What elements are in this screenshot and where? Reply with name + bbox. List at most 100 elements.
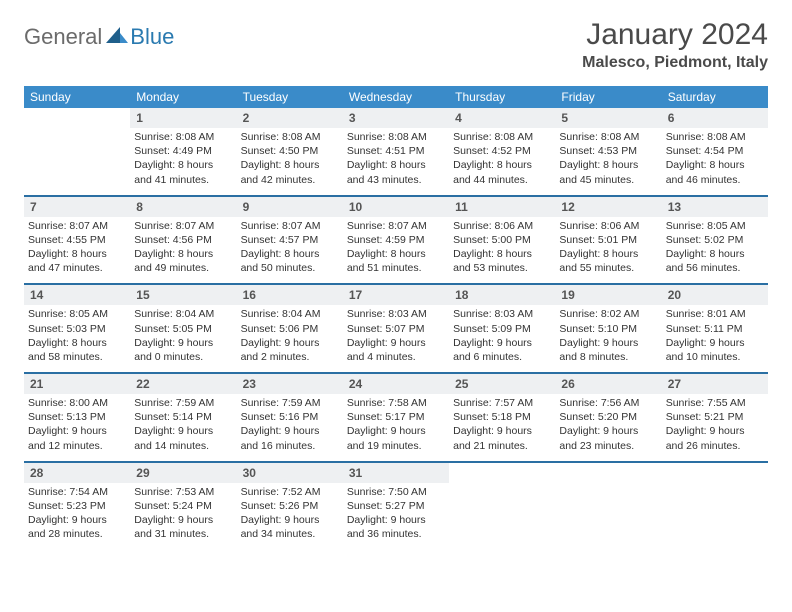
- day-info-line: Sunrise: 8:01 AM: [666, 307, 764, 321]
- day-number-cell: 3: [343, 108, 449, 128]
- day-info-cell: Sunrise: 8:08 AMSunset: 4:54 PMDaylight:…: [662, 128, 768, 196]
- day-info-cell: Sunrise: 8:08 AMSunset: 4:49 PMDaylight:…: [130, 128, 236, 196]
- day-info-line: and 2 minutes.: [241, 350, 339, 364]
- day-number-cell: 14: [24, 285, 130, 305]
- day-number-cell: 21: [24, 374, 130, 394]
- day-info-line: Sunset: 4:56 PM: [134, 233, 232, 247]
- day-info-line: Daylight: 9 hours: [134, 513, 232, 527]
- day-info-line: Sunrise: 8:02 AM: [559, 307, 657, 321]
- location-text: Malesco, Piedmont, Italy: [582, 54, 768, 72]
- day-info-line: Sunrise: 8:08 AM: [666, 130, 764, 144]
- calendar-table: Sunday Monday Tuesday Wednesday Thursday…: [24, 86, 768, 549]
- day-info-line: Sunset: 5:27 PM: [347, 499, 445, 513]
- day-info-line: and 43 minutes.: [347, 173, 445, 187]
- day-info-line: Sunset: 4:51 PM: [347, 144, 445, 158]
- day-info-line: and 4 minutes.: [347, 350, 445, 364]
- day-info-line: Sunrise: 7:58 AM: [347, 396, 445, 410]
- day-info-line: and 34 minutes.: [241, 527, 339, 541]
- day-info-line: Sunrise: 8:08 AM: [241, 130, 339, 144]
- day-info-line: Sunset: 5:01 PM: [559, 233, 657, 247]
- day-info-line: and 47 minutes.: [28, 261, 126, 275]
- day-info-line: and 12 minutes.: [28, 439, 126, 453]
- day-info-line: Daylight: 8 hours: [347, 158, 445, 172]
- month-title: January 2024: [582, 18, 768, 52]
- day-info-line: Daylight: 8 hours: [347, 247, 445, 261]
- day-number-cell: 11: [449, 197, 555, 217]
- day-number-cell: 1: [130, 108, 236, 128]
- day-info-line: Daylight: 9 hours: [453, 336, 551, 350]
- day-info-line: Sunrise: 8:05 AM: [666, 219, 764, 233]
- day-info-cell: [555, 483, 661, 550]
- day-info-line: Sunrise: 7:50 AM: [347, 485, 445, 499]
- day-info-line: Sunset: 4:53 PM: [559, 144, 657, 158]
- day-info-line: Daylight: 9 hours: [241, 336, 339, 350]
- day-info-line: Daylight: 9 hours: [453, 424, 551, 438]
- day-info-line: and 31 minutes.: [134, 527, 232, 541]
- day-number-cell: 23: [237, 374, 343, 394]
- day-info-cell: Sunrise: 7:59 AMSunset: 5:16 PMDaylight:…: [237, 394, 343, 462]
- day-info-line: Sunrise: 8:07 AM: [28, 219, 126, 233]
- logo: General Blue: [24, 18, 174, 50]
- day-info-line: Sunrise: 7:59 AM: [241, 396, 339, 410]
- day-info-cell: [24, 128, 130, 196]
- day-number-cell: 28: [24, 463, 130, 483]
- day-info-line: Daylight: 9 hours: [666, 424, 764, 438]
- day-info-cell: Sunrise: 8:08 AMSunset: 4:50 PMDaylight:…: [237, 128, 343, 196]
- day-info-cell: Sunrise: 8:07 AMSunset: 4:59 PMDaylight:…: [343, 217, 449, 285]
- day-info-cell: Sunrise: 8:06 AMSunset: 5:01 PMDaylight:…: [555, 217, 661, 285]
- day-info-line: Daylight: 9 hours: [666, 336, 764, 350]
- calendar-body: 123456Sunrise: 8:08 AMSunset: 4:49 PMDay…: [24, 108, 768, 549]
- day-number-cell: 6: [662, 108, 768, 128]
- dow-saturday: Saturday: [662, 86, 768, 108]
- day-info-line: Daylight: 8 hours: [666, 158, 764, 172]
- day-info-line: Sunrise: 7:54 AM: [28, 485, 126, 499]
- day-info-cell: Sunrise: 8:04 AMSunset: 5:06 PMDaylight:…: [237, 305, 343, 373]
- day-info-line: Sunrise: 8:06 AM: [453, 219, 551, 233]
- day-number-cell: 24: [343, 374, 449, 394]
- day-info-line: and 46 minutes.: [666, 173, 764, 187]
- day-number-cell: 27: [662, 374, 768, 394]
- day-info-line: Sunset: 5:21 PM: [666, 410, 764, 424]
- day-info-line: Sunset: 5:17 PM: [347, 410, 445, 424]
- day-info-line: Sunset: 4:55 PM: [28, 233, 126, 247]
- day-info-cell: Sunrise: 8:00 AMSunset: 5:13 PMDaylight:…: [24, 394, 130, 462]
- day-info-line: Daylight: 9 hours: [347, 513, 445, 527]
- day-info-line: Sunset: 4:49 PM: [134, 144, 232, 158]
- day-info-line: Daylight: 9 hours: [134, 424, 232, 438]
- day-info-line: and 50 minutes.: [241, 261, 339, 275]
- day-info-line: Daylight: 9 hours: [347, 336, 445, 350]
- day-info-line: Sunset: 5:05 PM: [134, 322, 232, 336]
- day-info-line: Sunset: 5:11 PM: [666, 322, 764, 336]
- day-info-line: Sunset: 5:23 PM: [28, 499, 126, 513]
- day-info-line: Sunset: 4:57 PM: [241, 233, 339, 247]
- day-info-line: Daylight: 8 hours: [134, 247, 232, 261]
- day-info-cell: Sunrise: 8:08 AMSunset: 4:52 PMDaylight:…: [449, 128, 555, 196]
- day-info-line: Daylight: 9 hours: [28, 424, 126, 438]
- day-info-line: Daylight: 9 hours: [347, 424, 445, 438]
- day-number-cell: 22: [130, 374, 236, 394]
- day-info-line: Sunset: 5:13 PM: [28, 410, 126, 424]
- day-info-cell: Sunrise: 8:07 AMSunset: 4:56 PMDaylight:…: [130, 217, 236, 285]
- day-info-cell: Sunrise: 8:05 AMSunset: 5:02 PMDaylight:…: [662, 217, 768, 285]
- dow-wednesday: Wednesday: [343, 86, 449, 108]
- day-number-cell: 9: [237, 197, 343, 217]
- day-info-cell: [662, 483, 768, 550]
- day-info-line: Daylight: 8 hours: [28, 247, 126, 261]
- day-number-cell: 31: [343, 463, 449, 483]
- header: General Blue January 2024 Malesco, Piedm…: [24, 18, 768, 72]
- day-info-line: Daylight: 8 hours: [28, 336, 126, 350]
- day-number-cell: [24, 108, 130, 128]
- day-info-line: Daylight: 8 hours: [453, 158, 551, 172]
- day-info-line: Sunset: 5:26 PM: [241, 499, 339, 513]
- day-info-row: Sunrise: 8:00 AMSunset: 5:13 PMDaylight:…: [24, 394, 768, 462]
- day-info-line: and 8 minutes.: [559, 350, 657, 364]
- day-info-line: and 0 minutes.: [134, 350, 232, 364]
- day-info-line: Sunset: 4:52 PM: [453, 144, 551, 158]
- day-info-line: Sunset: 5:24 PM: [134, 499, 232, 513]
- day-info-line: Sunrise: 8:07 AM: [241, 219, 339, 233]
- day-info-cell: Sunrise: 8:05 AMSunset: 5:03 PMDaylight:…: [24, 305, 130, 373]
- day-info-line: and 6 minutes.: [453, 350, 551, 364]
- logo-text-blue: Blue: [130, 24, 174, 50]
- day-info-line: Sunrise: 7:55 AM: [666, 396, 764, 410]
- day-number-cell: 25: [449, 374, 555, 394]
